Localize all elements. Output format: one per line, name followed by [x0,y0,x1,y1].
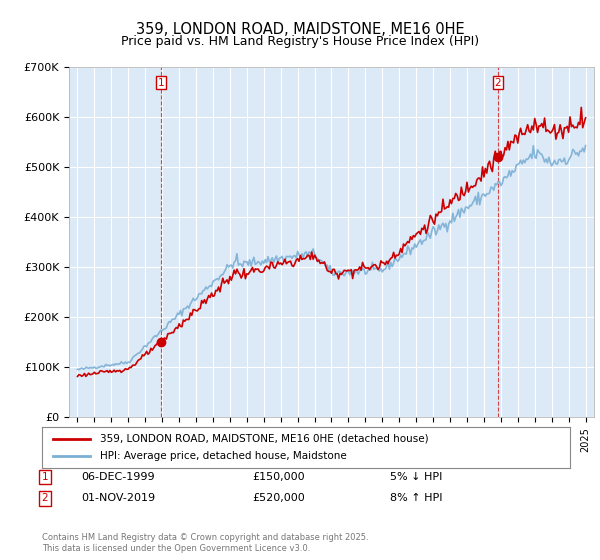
Text: 01-NOV-2019: 01-NOV-2019 [81,493,155,503]
Text: 1: 1 [41,472,49,482]
Text: 5% ↓ HPI: 5% ↓ HPI [390,472,442,482]
Text: £520,000: £520,000 [252,493,305,503]
Text: 359, LONDON ROAD, MAIDSTONE, ME16 0HE (detached house): 359, LONDON ROAD, MAIDSTONE, ME16 0HE (d… [100,433,429,444]
Text: 359, LONDON ROAD, MAIDSTONE, ME16 0HE: 359, LONDON ROAD, MAIDSTONE, ME16 0HE [136,22,464,38]
Text: £150,000: £150,000 [252,472,305,482]
Text: 1: 1 [157,78,164,88]
Text: 8% ↑ HPI: 8% ↑ HPI [390,493,443,503]
Text: 06-DEC-1999: 06-DEC-1999 [81,472,155,482]
Text: HPI: Average price, detached house, Maidstone: HPI: Average price, detached house, Maid… [100,451,347,461]
Text: Price paid vs. HM Land Registry's House Price Index (HPI): Price paid vs. HM Land Registry's House … [121,35,479,48]
Text: 2: 2 [494,78,501,88]
Text: Contains HM Land Registry data © Crown copyright and database right 2025.
This d: Contains HM Land Registry data © Crown c… [42,533,368,553]
Text: 2: 2 [41,493,49,503]
